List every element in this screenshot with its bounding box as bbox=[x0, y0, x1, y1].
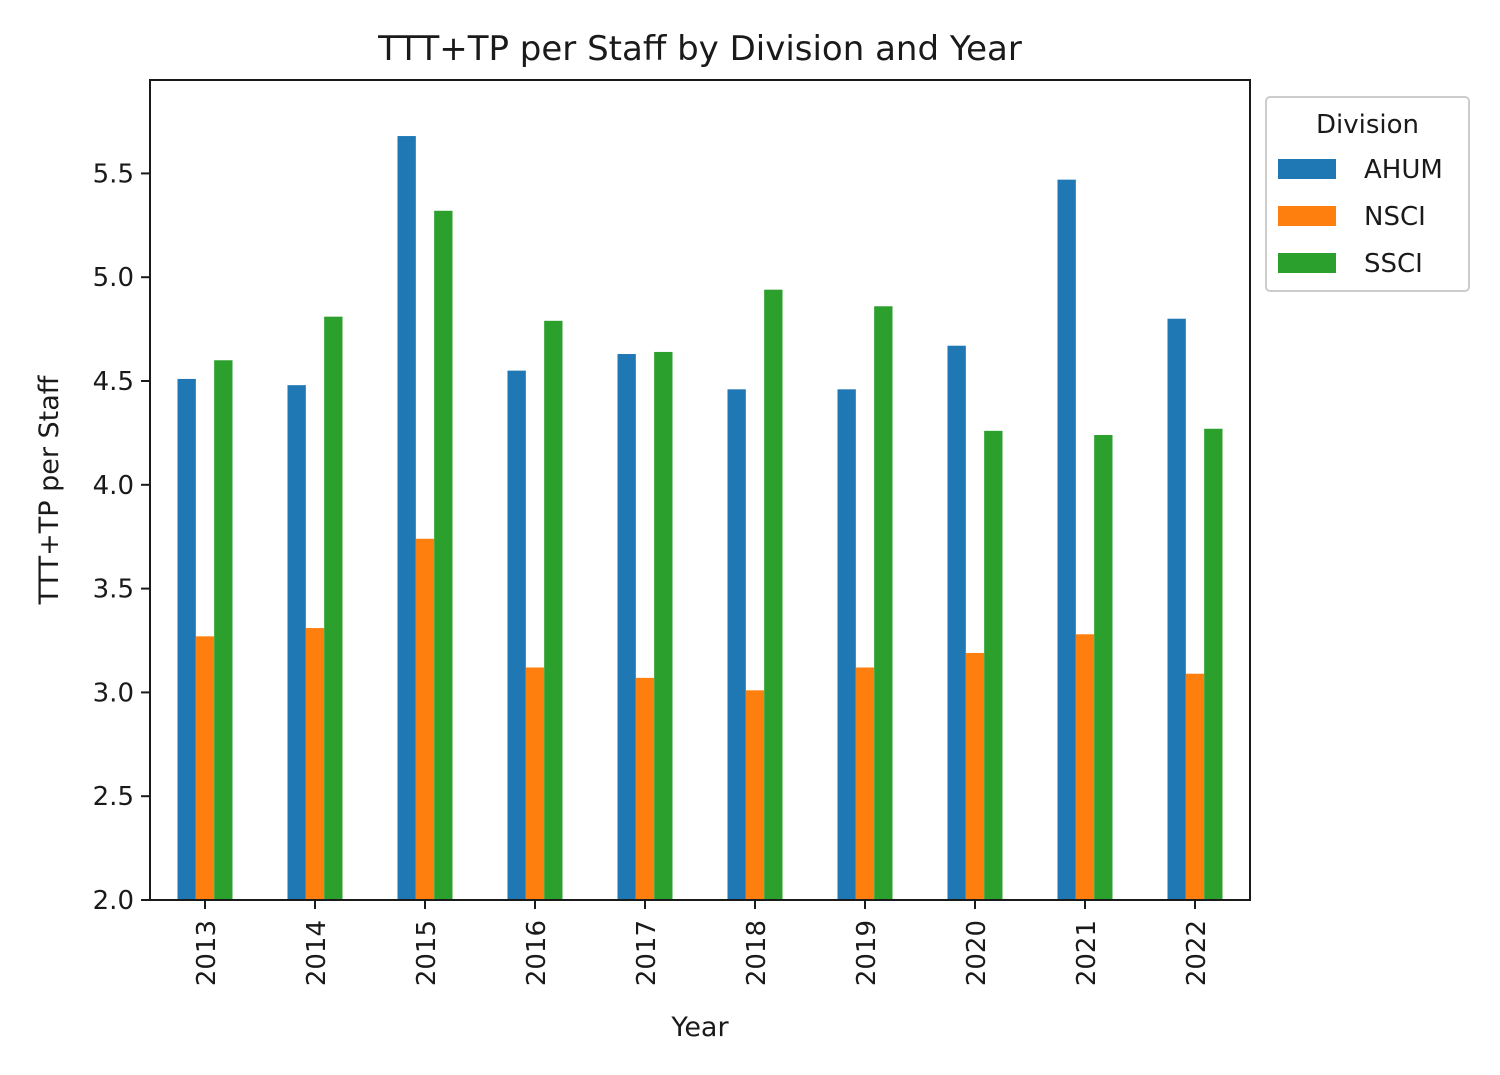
bar-ahum-2013 bbox=[177, 378, 196, 900]
legend-swatch-ssci bbox=[1278, 253, 1336, 273]
x-axis-label: Year bbox=[670, 1012, 729, 1043]
legend-box bbox=[1265, 96, 1470, 292]
bar-ssci-2013 bbox=[214, 360, 233, 900]
bar-ssci-2020 bbox=[984, 430, 1003, 900]
bar-nsci-2019 bbox=[855, 667, 875, 900]
bar-ahum-2015 bbox=[397, 136, 416, 901]
legend: Division AHUM NSCI SSCI bbox=[1265, 96, 1470, 292]
x-tick-label: 2014 bbox=[302, 920, 332, 986]
bar-nsci-2014 bbox=[305, 628, 325, 900]
bar-ssci-2015 bbox=[434, 210, 453, 900]
y-tick-label: 3.5 bbox=[93, 575, 134, 605]
y-tick-label: 4.0 bbox=[93, 471, 134, 501]
legend-label-ssci: SSCI bbox=[1364, 249, 1423, 279]
bar-ahum-2019 bbox=[837, 389, 856, 900]
bar-ssci-2019 bbox=[874, 306, 893, 900]
bar-nsci-2020 bbox=[965, 652, 985, 900]
bar-nsci-2017 bbox=[635, 677, 655, 900]
x-tick-label: 2020 bbox=[962, 920, 992, 986]
x-tick-label: 2017 bbox=[632, 920, 662, 986]
bar-nsci-2021 bbox=[1075, 634, 1095, 900]
bar-nsci-2013 bbox=[195, 636, 215, 900]
chart-title: TTT+TP per Staff by Division and Year bbox=[377, 29, 1022, 69]
legend-label-nsci: NSCI bbox=[1364, 202, 1426, 232]
x-tick-label: 2016 bbox=[522, 920, 552, 986]
bar-nsci-2022 bbox=[1185, 673, 1205, 900]
legend-label-ahum: AHUM bbox=[1364, 155, 1443, 185]
bar-ahum-2022 bbox=[1167, 318, 1186, 901]
bar-ssci-2017 bbox=[654, 351, 673, 900]
bar-ahum-2016 bbox=[507, 370, 526, 900]
y-tick-label: 2.0 bbox=[93, 886, 134, 916]
bar-ssci-2016 bbox=[544, 320, 563, 900]
axes: 2.0 2.5 3.0 3.5 4.0 4.5 5.0 5.5 2013 2014 2015 2016… bbox=[93, 79, 1251, 986]
y-tick-label: 5.5 bbox=[93, 159, 134, 189]
x-tick-label: 2018 bbox=[742, 920, 772, 986]
legend-swatch-ahum bbox=[1278, 159, 1336, 179]
x-tick-label: 2019 bbox=[852, 920, 882, 986]
legend-swatch-nsci bbox=[1278, 206, 1336, 226]
y-tick-label: 3.0 bbox=[93, 678, 134, 708]
bar-ahum-2021 bbox=[1057, 179, 1076, 900]
x-tick-label: 2021 bbox=[1072, 920, 1102, 986]
bar-ahum-2017 bbox=[617, 354, 636, 900]
x-tick-label: 2013 bbox=[192, 920, 222, 986]
bar-ssci-2018 bbox=[764, 289, 783, 900]
bar-ahum-2014 bbox=[287, 385, 306, 900]
y-axis-label: TTT+TP per Staff bbox=[34, 374, 65, 605]
plot-area bbox=[177, 136, 1223, 901]
y-tick-label: 4.5 bbox=[93, 367, 134, 397]
bar-nsci-2016 bbox=[525, 667, 545, 900]
bar-ahum-2020 bbox=[947, 345, 966, 901]
y-tick-label: 5.0 bbox=[93, 263, 134, 293]
bar-ssci-2022 bbox=[1204, 428, 1223, 900]
y-tick-label: 2.5 bbox=[93, 782, 134, 812]
x-tick-label: 2022 bbox=[1182, 920, 1212, 986]
bar-nsci-2018 bbox=[745, 690, 765, 900]
bar-nsci-2015 bbox=[415, 538, 435, 900]
bar-ahum-2018 bbox=[727, 389, 746, 900]
bar-ssci-2014 bbox=[324, 316, 343, 900]
plot-frame bbox=[149, 79, 1251, 901]
legend-title: Division bbox=[1316, 110, 1419, 140]
x-tick-label: 2015 bbox=[412, 920, 442, 986]
bar-ssci-2021 bbox=[1094, 434, 1113, 900]
